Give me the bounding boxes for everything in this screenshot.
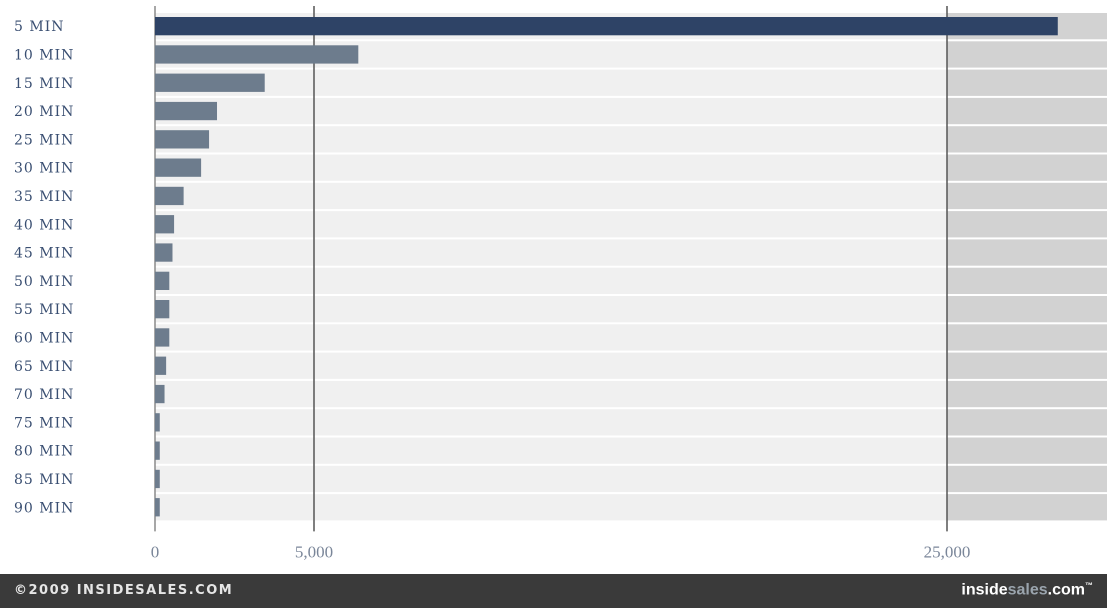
row-band	[155, 324, 947, 351]
bar-60-min	[155, 328, 170, 347]
row-band	[155, 296, 947, 323]
row-band	[155, 352, 947, 379]
category-label-20-min: 20 MIN	[14, 104, 74, 120]
category-label-25-min: 25 MIN	[14, 132, 74, 148]
category-label-35-min: 35 MIN	[14, 189, 74, 205]
bar-50-min	[155, 271, 170, 290]
row-band-break	[947, 380, 1107, 408]
logo-part-inside: inside	[961, 581, 1008, 599]
bar-90-min	[155, 498, 160, 517]
category-label-60-min: 60 MIN	[14, 330, 74, 346]
bar-25-min	[155, 130, 210, 149]
row-band	[155, 409, 947, 436]
category-label-10-min: 10 MIN	[14, 47, 74, 63]
category-label-15-min: 15 MIN	[14, 76, 74, 92]
category-label-80-min: 80 MIN	[14, 444, 74, 460]
bar-30-min	[155, 158, 202, 177]
row-band-break	[947, 41, 1107, 68]
category-label-5-min: 5 MIN	[14, 19, 64, 35]
category-label-40-min: 40 MIN	[14, 217, 74, 233]
row-band	[155, 239, 947, 266]
bar-45-min	[155, 243, 173, 262]
row-band-break	[947, 69, 1107, 96]
category-label-90-min: 90 MIN	[14, 500, 74, 516]
bar-15-min	[155, 73, 265, 92]
bar-55-min	[155, 300, 170, 319]
bar-65-min	[155, 356, 167, 375]
row-band	[155, 154, 947, 181]
row-band-break	[947, 352, 1107, 379]
bar-75-min	[155, 413, 160, 432]
row-band-break	[947, 324, 1107, 351]
category-label-50-min: 50 MIN	[14, 274, 74, 290]
bar-40-min	[155, 215, 175, 234]
category-label-85-min: 85 MIN	[14, 472, 74, 488]
bar-70-min	[155, 384, 165, 404]
bar-5-min	[155, 17, 1058, 36]
category-label-70-min: 70 MIN	[14, 387, 74, 403]
logo-trademark: ™	[1085, 581, 1093, 590]
x-tick-label-5000: 5,000	[295, 542, 333, 561]
x-tick-label-25000: 25,000	[924, 542, 971, 561]
row-band	[155, 211, 947, 238]
row-band-break	[947, 437, 1107, 464]
row-band	[155, 494, 947, 521]
x-tick-label-0: 0	[151, 542, 160, 561]
bar-10-min	[155, 45, 359, 64]
row-band-break	[947, 154, 1107, 181]
row-band	[155, 97, 947, 125]
row-band-break	[947, 239, 1107, 266]
category-label-55-min: 55 MIN	[14, 302, 74, 318]
row-band-break	[947, 296, 1107, 323]
row-band	[155, 267, 947, 294]
bar-85-min	[155, 469, 160, 489]
row-band	[155, 182, 947, 210]
category-label-30-min: 30 MIN	[14, 161, 74, 177]
row-band-break	[947, 267, 1107, 294]
row-band-break	[947, 126, 1107, 153]
insidesales-logo: insidesales.com™	[961, 581, 1093, 599]
row-band-break	[947, 494, 1107, 521]
row-band-break	[947, 182, 1107, 210]
row-band-break	[947, 211, 1107, 238]
row-band-break	[947, 465, 1107, 493]
logo-part-com: .com	[1047, 581, 1085, 599]
footer-bar: ©2009 INSIDESALES.COM insidesales.com™	[0, 574, 1107, 608]
row-band	[155, 465, 947, 493]
copyright-text: ©2009 INSIDESALES.COM	[14, 583, 234, 598]
category-label-45-min: 45 MIN	[14, 246, 74, 262]
row-band	[155, 126, 947, 153]
row-band-break	[947, 409, 1107, 436]
bar-80-min	[155, 441, 160, 460]
row-band-break	[947, 97, 1107, 125]
row-band	[155, 69, 947, 96]
row-band	[155, 437, 947, 464]
category-label-65-min: 65 MIN	[14, 359, 74, 375]
row-band	[155, 380, 947, 408]
logo-part-sales: sales	[1007, 581, 1048, 599]
category-label-75-min: 75 MIN	[14, 415, 74, 431]
bar-chart: 5 MIN 10 MIN 15 MIN 20 MIN 25 MIN 30 MIN 35 MI…	[14, 6, 1107, 561]
bar-20-min	[155, 101, 218, 121]
bar-35-min	[155, 186, 184, 206]
